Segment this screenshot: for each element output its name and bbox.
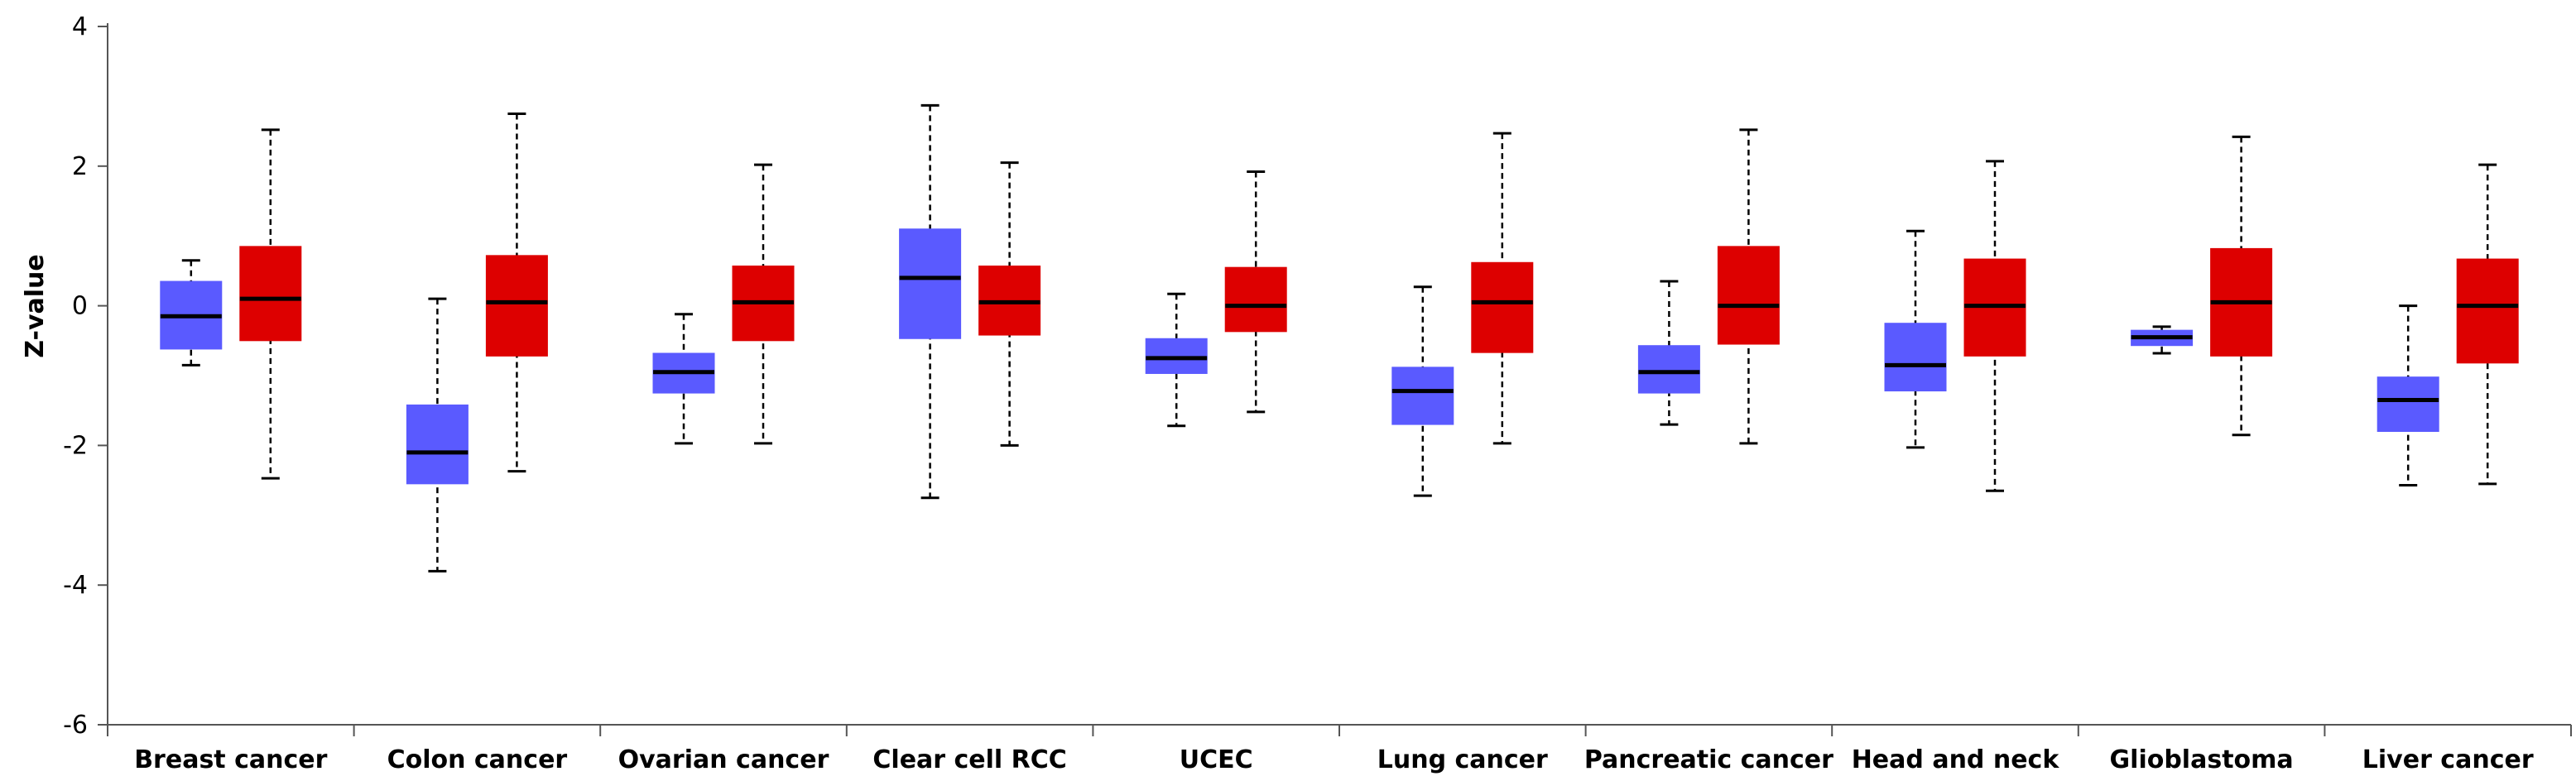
box-group-2-0 [239,128,302,480]
box-iqr [1391,367,1454,425]
box-iqr [1717,246,1780,345]
box-group-2-7 [1963,160,2026,492]
y-tick-label: 0 [72,292,88,321]
x-tick-label: Colon cancer [387,745,568,774]
box-iqr [1224,266,1287,333]
box-iqr [1637,345,1700,394]
y-axis: 4 2 0 -2 -4 -6 [63,12,108,740]
box-group-1-7 [1884,229,1947,449]
x-tick-label: Breast cancer [134,745,327,774]
box-group-1-9 [2377,304,2439,487]
y-tick-label: -4 [63,571,88,600]
box-group-2-8 [2210,135,2273,437]
box-iqr [2377,376,2439,433]
box-group-1-2 [652,313,715,445]
box-iqr [406,404,469,485]
box-iqr [239,246,302,342]
box-group-1-0 [160,259,223,367]
x-tick-label: UCEC [1180,745,1253,774]
y-tick-label: 4 [72,12,88,41]
box-iqr [1145,338,1208,374]
box-group-2-1 [485,113,548,473]
box-group-1-6 [1637,280,1700,426]
x-tick-label: Lung cancer [1377,745,1548,774]
box-group-2-9 [2456,163,2519,486]
x-tick-label: Glioblastoma [2110,745,2294,774]
box-group-1-1 [406,297,469,573]
y-tick-label: -2 [63,431,88,460]
box-iqr [2456,258,2519,364]
y-tick-label: -6 [63,711,88,740]
plot-area [160,103,2519,573]
box-group-2-3 [978,161,1041,447]
x-tick-label: Liver cancer [2362,745,2534,774]
box-group-1-4 [1145,292,1208,428]
box-iqr [1471,261,1534,353]
box-group-1-3 [899,103,962,500]
box-group-1-5 [1391,285,1454,497]
box-group-2-5 [1471,132,1534,445]
box-iqr [485,255,548,357]
x-axis: Breast cancer Colon cancer Ovarian cancer C… [107,724,2572,774]
box-group-2-4 [1224,170,1287,414]
x-tick-label: Ovarian cancer [618,745,829,774]
box-group-2-2 [732,163,795,445]
x-tick-label: Pancreatic cancer [1584,745,1833,774]
box-group-2-6 [1717,128,1780,445]
box-group-1-8 [2131,325,2194,355]
box-iqr [899,228,962,339]
y-tick-label: 2 [72,152,88,181]
box-iqr [1884,323,1947,392]
x-tick-label: Clear cell RCC [872,745,1066,774]
y-axis-label: Z-value [21,254,50,357]
x-tick-label: Head and neck [1852,745,2060,774]
